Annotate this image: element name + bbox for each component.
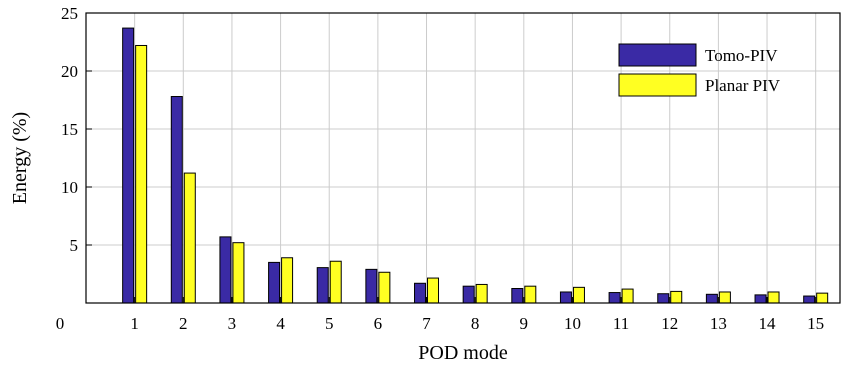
bar-tomo-piv-1	[122, 27, 135, 304]
bar-tomo-piv-11	[608, 292, 621, 304]
y-tick-label-25: 25	[61, 4, 78, 23]
bar-planar-piv-9	[524, 285, 537, 304]
x-tick-label-2: 2	[179, 314, 188, 333]
legend-label-planar-piv: Planar PIV	[705, 76, 781, 95]
bar-tomo-piv-4	[268, 261, 281, 304]
x-tick-label-8: 8	[471, 314, 480, 333]
x-tick-label-15: 15	[807, 314, 824, 333]
bar-planar-piv-7	[427, 277, 440, 304]
y-tick-label-15: 15	[61, 120, 78, 139]
x-axis-title: POD mode	[418, 342, 508, 364]
bar-planar-piv-10	[572, 286, 585, 304]
bar-planar-piv-12	[670, 290, 683, 304]
bars	[122, 27, 829, 304]
x-tick-label-14: 14	[759, 314, 777, 333]
bar-tomo-piv-13	[705, 293, 718, 304]
legend-swatch-planar-piv	[618, 73, 697, 97]
bar-tomo-piv-6	[365, 268, 378, 304]
bar-tomo-piv-3	[219, 236, 232, 304]
x-tick-label-11: 11	[613, 314, 629, 333]
y-axis-title: Energy (%)	[9, 112, 31, 204]
x-tick-label-1: 1	[130, 314, 139, 333]
bar-planar-piv-8	[475, 283, 488, 304]
bar-tomo-piv-10	[559, 291, 572, 304]
bar-tomo-piv-5	[316, 267, 329, 304]
x-tick-label-5: 5	[325, 314, 334, 333]
x-tick-label-7: 7	[422, 314, 431, 333]
x-tick-label-10: 10	[564, 314, 581, 333]
x-tick-label-origin: 0	[56, 314, 65, 333]
bar-tomo-piv-9	[511, 288, 524, 304]
bar-planar-piv-6	[378, 271, 391, 304]
x-tick-label-6: 6	[374, 314, 383, 333]
bar-planar-piv-3	[232, 242, 245, 304]
bar-planar-piv-13	[718, 291, 731, 304]
y-tick-label-5: 5	[70, 236, 79, 255]
bar-planar-piv-5	[329, 260, 342, 304]
x-tick-label-4: 4	[276, 314, 285, 333]
bar-tomo-piv-15	[803, 295, 816, 304]
bar-tomo-piv-12	[657, 293, 670, 304]
bar-tomo-piv-2	[170, 96, 183, 304]
x-tick-label-13: 13	[710, 314, 727, 333]
bar-tomo-piv-7	[414, 282, 427, 304]
y-tick-label-10: 10	[61, 178, 78, 197]
bar-planar-piv-14	[767, 291, 780, 304]
bar-planar-piv-11	[621, 288, 634, 304]
x-tick-label-12: 12	[661, 314, 678, 333]
bar-planar-piv-2	[183, 172, 196, 304]
x-tick-label-3: 3	[228, 314, 237, 333]
plot-frame	[85, 12, 841, 304]
bar-tomo-piv-14	[754, 294, 767, 304]
bar-planar-piv-1	[135, 44, 148, 304]
legend-label-tomo-piv: Tomo-PIV	[705, 46, 778, 65]
x-tick-label-9: 9	[520, 314, 529, 333]
y-tick-label-20: 20	[61, 62, 78, 81]
legend-swatch-tomo-piv	[618, 43, 697, 67]
bar-planar-piv-15	[816, 292, 829, 304]
bar-tomo-piv-8	[462, 285, 475, 304]
bar-planar-piv-4	[281, 257, 294, 304]
legend: Tomo-PIV Planar PIV	[618, 43, 781, 97]
